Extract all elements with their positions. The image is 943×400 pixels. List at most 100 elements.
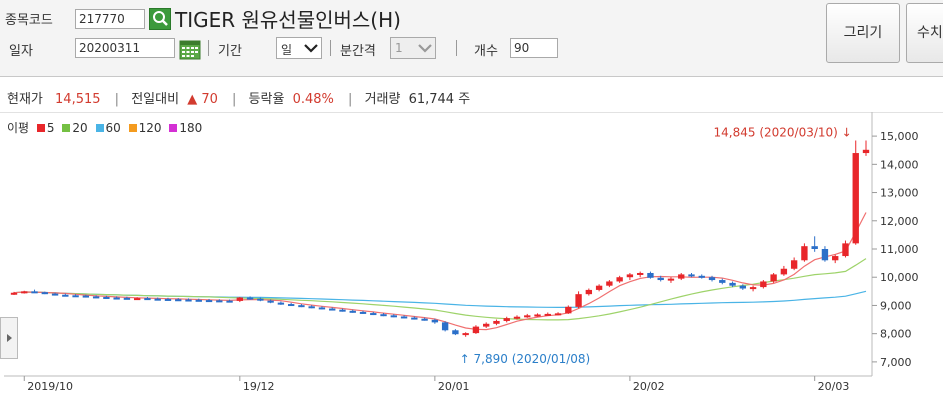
y-tick-label: 7,000 [880, 356, 912, 369]
ma120-label: 120 [138, 121, 162, 135]
y-tick-label: 9,000 [880, 299, 912, 312]
candle-body [647, 272, 654, 278]
x-tick-label: 20/02 [633, 380, 665, 393]
ma180-label: 180 [179, 121, 203, 135]
candle-body [257, 298, 264, 301]
y-tick-label: 14,000 [880, 158, 919, 171]
x-tick-label: 20/03 [818, 380, 850, 393]
count-input[interactable]: 90 [510, 38, 558, 58]
candle-body [595, 285, 603, 290]
separator: | [348, 92, 353, 107]
ma20-label: 20 [72, 121, 88, 135]
candle-body [195, 299, 202, 302]
min-price-label: ↑ 7,890 (2020/01/08) [460, 352, 591, 366]
candle-body [636, 272, 644, 275]
chart-scroll-handle[interactable] [0, 317, 18, 359]
candle-body [626, 274, 634, 278]
candle-body [554, 313, 562, 316]
count-label: 개수 [474, 44, 498, 59]
separator [456, 40, 457, 56]
candle-body [103, 296, 110, 299]
calendar-button[interactable] [179, 38, 201, 60]
candle-body [411, 317, 418, 320]
candle-body [41, 292, 48, 295]
y-tick-label: 10,000 [880, 271, 919, 284]
candle-body [92, 296, 100, 299]
separator: | [232, 92, 237, 107]
candle-body [287, 304, 295, 307]
candle-body [308, 306, 315, 309]
separator [208, 40, 209, 56]
candle-body [21, 291, 28, 294]
candle-body [801, 246, 808, 261]
candle-body [329, 308, 336, 311]
candle-body [164, 298, 172, 301]
candle-body [421, 318, 428, 321]
candle-body [133, 298, 141, 301]
y-tick-label: 8,000 [880, 328, 912, 341]
search-icon [153, 11, 168, 26]
candle-body [708, 277, 716, 281]
interval-select[interactable]: 1 [390, 37, 436, 59]
candle-body [298, 305, 305, 308]
candle-body [719, 280, 726, 283]
y-tick-label: 15,000 [880, 130, 919, 143]
candle-body [565, 306, 572, 314]
candle-body [10, 292, 18, 295]
candle-body [842, 243, 849, 257]
ma-legend: 이평 5 20 60 120 180 [7, 119, 202, 136]
candle-body [575, 294, 582, 307]
numeric-button[interactable]: 수치 [906, 3, 943, 63]
up-arrow-icon: ▲ [187, 92, 198, 107]
ma20-line [13, 258, 867, 321]
ma5-label: 5 [46, 121, 55, 135]
candle-body [318, 307, 326, 310]
chevron-down-icon [304, 44, 318, 53]
candle-body [770, 274, 777, 282]
candle-body [144, 298, 151, 301]
draw-button[interactable]: 그리기 [826, 3, 900, 63]
candle-body [82, 295, 90, 298]
period-select[interactable]: 일 [276, 37, 322, 59]
candle-body [729, 282, 736, 286]
candle-body [62, 294, 69, 297]
volume-value: 61,744 주 [408, 92, 471, 107]
volume-label: 거래량 [364, 92, 401, 107]
search-button[interactable] [149, 8, 171, 30]
ma60-line [13, 290, 867, 308]
candle-body [472, 326, 480, 334]
candle-body [585, 289, 593, 295]
candle-body [380, 314, 387, 317]
candle-body [616, 277, 623, 282]
candle-body [277, 302, 285, 305]
stock-name: TIGER 원유선물인버스(H) [175, 8, 401, 32]
ma-legend-label: 이평 [7, 121, 30, 135]
period-value: 일 [281, 43, 293, 57]
ma120-swatch [128, 124, 137, 132]
quote-summary: 현재가 14,515 | 전일대비 ▲ 70 | 등락율 0.48% | 거래량… [0, 88, 470, 107]
date-input[interactable]: 20200311 [75, 38, 175, 58]
current-price: 14,515 [55, 92, 101, 107]
candle-body [657, 277, 664, 281]
candle-body [390, 315, 397, 318]
candle-body [534, 314, 541, 317]
candle-body [205, 300, 213, 303]
period-label: 기간 [218, 44, 242, 59]
price-label: 현재가 [7, 92, 43, 107]
x-tick-label: 20/01 [438, 380, 470, 393]
candle-body [339, 309, 346, 312]
candle-body [811, 246, 818, 249]
candle-body [154, 298, 161, 301]
ma180-swatch [169, 124, 178, 132]
candle-body [749, 287, 757, 290]
candle-body [31, 291, 38, 294]
rate-label: 등락율 [248, 92, 285, 107]
candle-body [175, 299, 182, 302]
separator [330, 40, 331, 56]
candle-body [452, 330, 459, 335]
code-input[interactable]: 217770 [75, 9, 145, 29]
candle-body [739, 285, 747, 289]
candle-body [688, 274, 695, 277]
candle-body [698, 275, 705, 278]
candle-body [780, 268, 788, 275]
